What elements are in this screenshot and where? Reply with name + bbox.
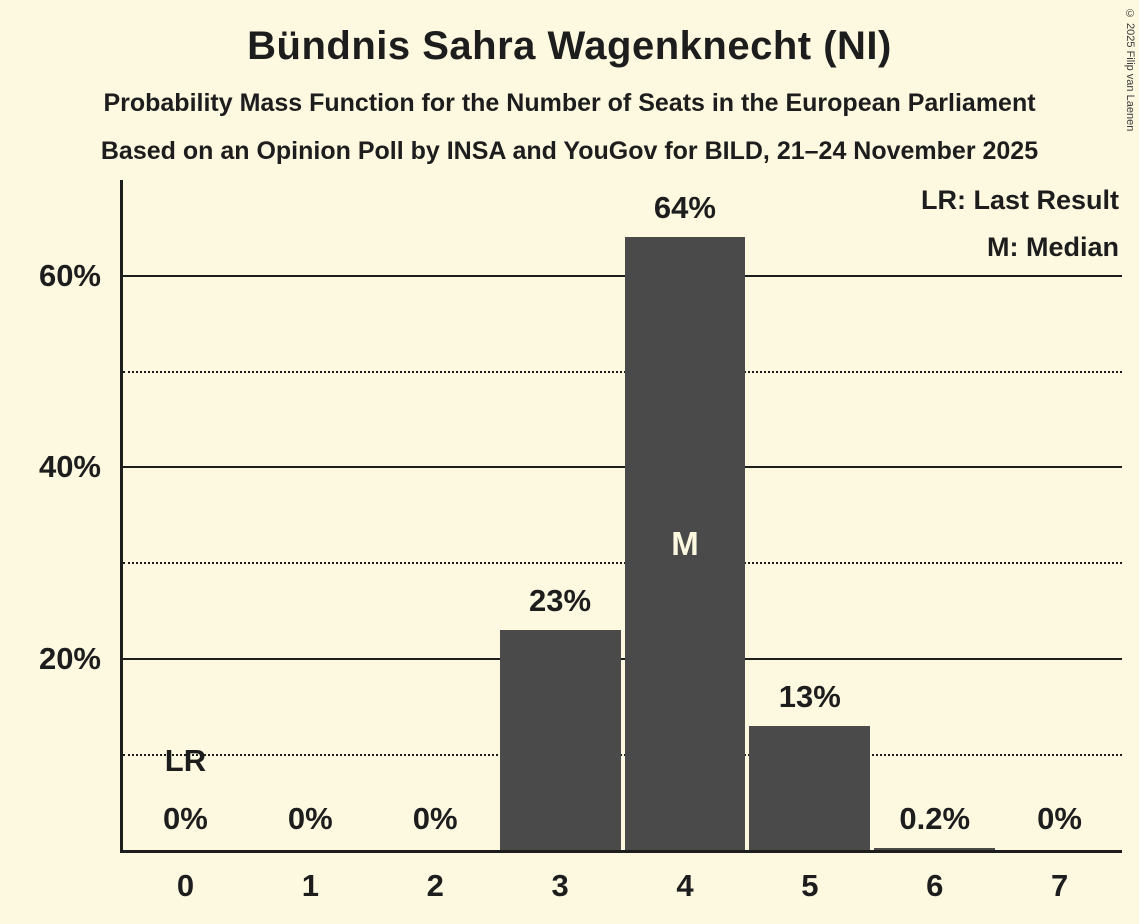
gridline-solid-20 [123,657,1122,660]
copyright-text: © 2025 Filip van Laenen [1124,8,1136,132]
bar-label-0: 0% [163,801,208,836]
gridline-solid-40 [123,466,1122,469]
y-tick-label-60%: 60% [38,257,101,293]
x-tick-label-2: 2 [426,868,444,903]
bar-6 [874,848,996,850]
legend-last-result: LR: Last Result [920,185,1119,215]
bar-3 [499,629,621,850]
y-tick-label-20%: 20% [38,640,101,676]
bar-label-5: 13% [778,678,841,714]
bar-4 [624,237,746,850]
chart-subtitle-1: Probability Mass Function for the Number… [103,89,1036,117]
x-tick-label-5: 5 [801,868,819,903]
bar-label-6: 0.2% [899,801,971,836]
bar-label-4: 64% [653,190,716,226]
last-result-marker: LR [164,743,207,778]
chart-subtitle-2: Based on an Opinion Poll by INSA and You… [100,137,1039,165]
median-marker: M [671,524,699,562]
gridline-solid-60 [123,274,1122,277]
gridline-dotted-50 [123,370,1122,373]
gridline-dotted-10 [123,753,1122,756]
bar-5 [749,725,871,850]
x-tick-label-3: 3 [551,868,569,903]
y-tick-label-40%: 40% [38,449,101,485]
x-tick-label-4: 4 [676,868,694,903]
legend-median: M: Median [987,232,1119,262]
plot-area: 20% 40% 60% 0% 0 LR 0% 1 0% 2 23% 3 64% 4 M 13% 5 0.2% 6 0%… [39,180,1122,903]
gridline-dotted-30 [123,562,1122,565]
bar-label-7: 0% [1037,801,1082,836]
bar-label-1: 0% [287,801,333,836]
x-tick-label-6: 6 [926,868,944,903]
bar-label-3: 23% [529,582,592,618]
bar-label-2: 0% [412,801,458,836]
page-title: Bündnis Sahra Wagenknecht (NI) [247,24,892,68]
x-tick-label-7: 7 [1050,868,1069,903]
x-tick-label-1: 1 [301,868,319,903]
x-tick-label-0: 0 [176,868,195,903]
